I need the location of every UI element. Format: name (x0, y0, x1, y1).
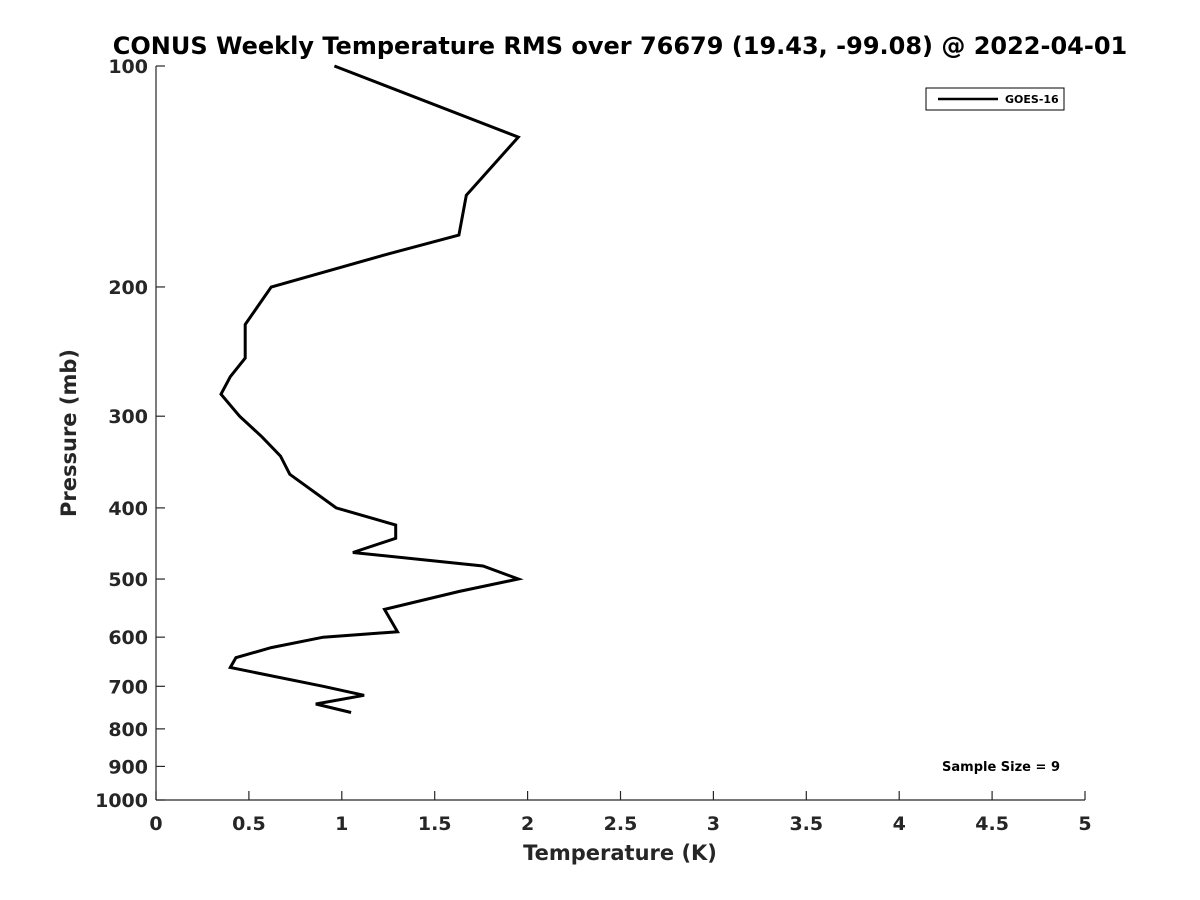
x-tick-label-1-5: 1.5 (418, 813, 452, 835)
x-tick-label-0: 0 (149, 813, 162, 835)
y-tick-label-200: 200 (108, 277, 148, 299)
y-tick-label-100: 100 (108, 56, 148, 78)
x-tick-label-2: 2 (521, 813, 534, 835)
x-tick-label-5: 5 (1078, 813, 1091, 835)
y-tick-label-600: 600 (108, 627, 148, 649)
y-tick-label-700: 700 (108, 676, 148, 698)
x-axis-label: Temperature (K) (523, 841, 717, 865)
legend-label-goes-16: GOES-16 (1005, 93, 1059, 106)
series-line-goes-16 (219, 64, 524, 714)
y-axis-label: Pressure (mb) (57, 349, 81, 517)
sample-size-annotation: Sample Size = 9 (942, 760, 1060, 775)
y-tick-label-900: 900 (108, 756, 148, 778)
x-tick-label-4-5: 4.5 (975, 813, 1009, 835)
y-axis-ticks: 100 200 300 400 500 600 700 800 900 1000 (95, 56, 165, 812)
x-axis-ticks: 0 0.5 1 1.5 2 2.5 3 3.5 4 4.5 5 (149, 791, 1092, 835)
legend: GOES-16 (925, 87, 1065, 111)
y-tick-label-800: 800 (108, 719, 148, 741)
x-tick-label-2-5: 2.5 (604, 813, 638, 835)
y-tick-label-300: 300 (108, 406, 148, 428)
y-tick-label-500: 500 (108, 569, 148, 591)
x-tick-label-1: 1 (335, 813, 348, 835)
x-tick-label-4: 4 (893, 813, 906, 835)
chart-title: CONUS Weekly Temperature RMS over 76679 … (113, 32, 1127, 60)
y-tick-label-400: 400 (108, 498, 148, 520)
x-tick-label-0-5: 0.5 (232, 813, 266, 835)
series-group (219, 64, 524, 714)
x-tick-label-3-5: 3.5 (789, 813, 823, 835)
y-tick-label-1000: 1000 (95, 790, 148, 812)
x-tick-label-3: 3 (707, 813, 720, 835)
